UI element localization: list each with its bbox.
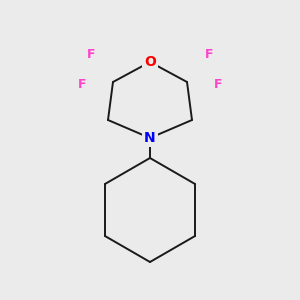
Text: O: O xyxy=(144,55,156,69)
Text: N: N xyxy=(144,131,156,145)
Text: F: F xyxy=(78,77,86,91)
Text: F: F xyxy=(214,77,222,91)
Text: F: F xyxy=(87,49,95,62)
Text: F: F xyxy=(205,49,213,62)
